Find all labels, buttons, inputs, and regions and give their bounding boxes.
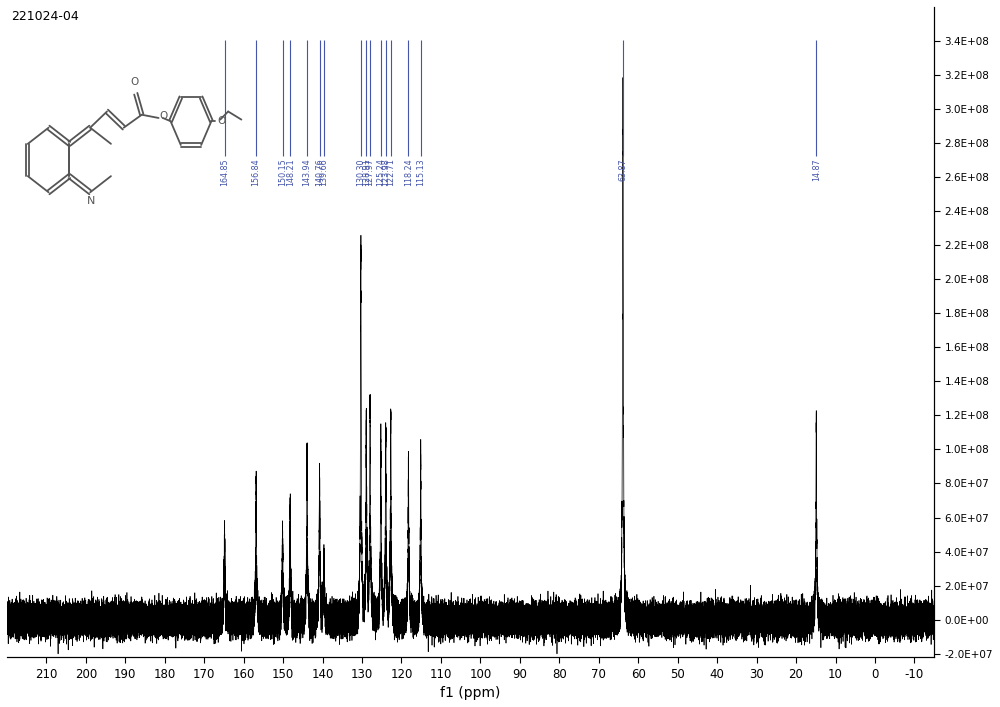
Text: 156.84: 156.84 <box>252 158 261 186</box>
Text: 123.98: 123.98 <box>381 158 390 186</box>
Text: 139.66: 139.66 <box>319 158 328 186</box>
Text: 150.15: 150.15 <box>278 158 287 186</box>
Text: 148.21: 148.21 <box>286 158 295 186</box>
Text: O: O <box>160 111 168 122</box>
Text: 14.87: 14.87 <box>812 158 821 181</box>
Text: 143.94: 143.94 <box>303 158 312 186</box>
X-axis label: f1 (ppm): f1 (ppm) <box>440 686 501 700</box>
Text: 140.76: 140.76 <box>315 158 324 186</box>
Text: 118.24: 118.24 <box>404 158 413 186</box>
Text: 164.85: 164.85 <box>220 158 229 186</box>
Text: O: O <box>217 116 226 127</box>
Text: O: O <box>130 77 139 87</box>
Text: 125.24: 125.24 <box>376 158 385 187</box>
Text: 122.71: 122.71 <box>386 158 395 187</box>
Text: 127.97: 127.97 <box>366 158 375 187</box>
Text: 128.91: 128.91 <box>362 158 371 186</box>
Text: 221024-04: 221024-04 <box>12 10 79 23</box>
Text: 63.87: 63.87 <box>618 158 627 181</box>
Text: 130.30: 130.30 <box>356 158 365 186</box>
Text: 115.13: 115.13 <box>416 158 425 186</box>
Text: N: N <box>87 196 96 206</box>
